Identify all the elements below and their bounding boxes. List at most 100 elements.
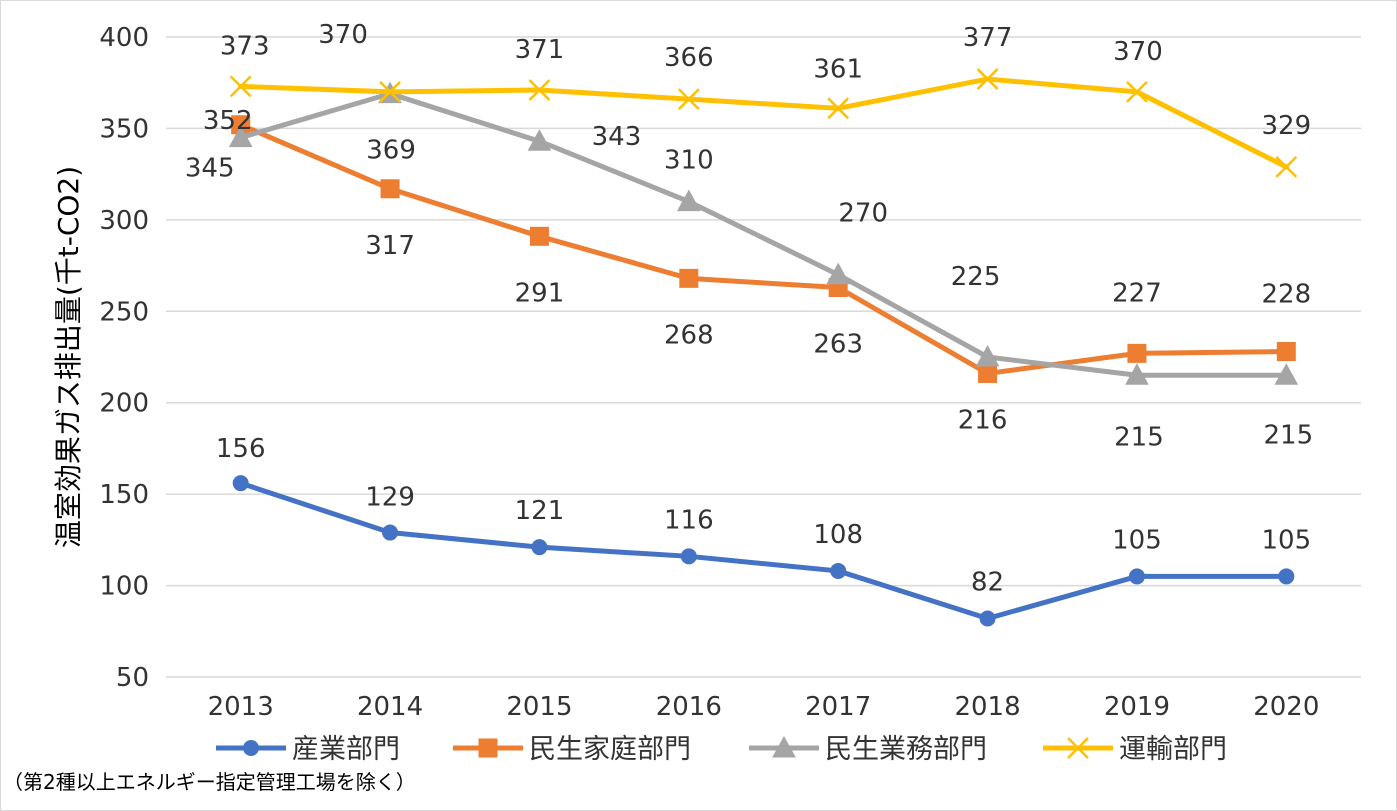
- y-tick-label: 350: [99, 114, 149, 144]
- y-tick-label: 300: [99, 206, 149, 236]
- series-line: [238, 122, 1289, 376]
- legend-marker: [243, 740, 259, 756]
- legend-item-3: 民生業務部門: [749, 734, 987, 765]
- data-point: [1127, 343, 1147, 363]
- x-tick-label: 2016: [656, 692, 722, 722]
- x-axis-ticks: 2013 2014 2015 2016 2017 2018 2019 2020: [208, 692, 1320, 722]
- x-tick-label: 2018: [954, 692, 1020, 722]
- data-label: 215: [1114, 422, 1164, 452]
- data-point: [229, 75, 252, 98]
- data-label: 105: [1112, 525, 1162, 555]
- data-label: 373: [220, 31, 270, 61]
- x-tick-label: 2013: [208, 692, 274, 722]
- legend-label: 産業部門: [292, 734, 400, 765]
- data-label: 227: [1112, 278, 1162, 308]
- data-label: 377: [963, 23, 1013, 53]
- data-label: 329: [1261, 111, 1311, 141]
- data-label: 310: [664, 146, 714, 176]
- series-4: [229, 68, 1298, 178]
- data-point: [529, 226, 549, 246]
- y-tick-label: 50: [116, 663, 149, 693]
- y-tick-label: 150: [99, 480, 149, 510]
- x-tick-label: 2019: [1104, 692, 1170, 722]
- gridlines: [166, 36, 1361, 678]
- data-label: 361: [813, 54, 863, 84]
- data-point: [527, 129, 552, 151]
- data-point: [826, 262, 851, 285]
- data-point: [676, 189, 701, 212]
- data-point: [975, 344, 1000, 367]
- data-point: [1275, 155, 1298, 178]
- series-line: [238, 480, 1289, 621]
- data-label: 116: [664, 505, 714, 535]
- data-point: [1126, 80, 1148, 103]
- x-tick-label: 2020: [1253, 692, 1319, 722]
- data-label: 370: [318, 20, 368, 50]
- data-label: 343: [592, 122, 642, 152]
- data-label: 370: [1113, 37, 1163, 67]
- data-label: 317: [365, 231, 415, 261]
- data-point: [228, 125, 253, 148]
- data-point: [680, 548, 697, 565]
- y-tick-label: 100: [99, 572, 149, 602]
- y-axis-ticks: 50 100 150 200 250 300 350 400: [99, 23, 149, 693]
- data-label: 129: [365, 483, 415, 513]
- data-label: 369: [366, 136, 416, 166]
- data-point: [1274, 363, 1299, 385]
- legend-label: 運輸部門: [1119, 734, 1227, 765]
- data-label: 105: [1261, 525, 1311, 555]
- data-point: [382, 524, 399, 541]
- x-tick-label: 2014: [357, 692, 423, 722]
- legend: 産業部門 民生家庭部門 民生業務部門 運輸部門: [216, 734, 1227, 765]
- data-label: 108: [813, 520, 863, 550]
- data-label: 371: [515, 35, 565, 65]
- data-label: 215: [1263, 420, 1313, 450]
- legend-marker: [772, 735, 796, 758]
- data-point: [531, 539, 548, 556]
- series-1: [232, 475, 1295, 627]
- data-label: 352: [203, 106, 253, 136]
- data-label: 82: [971, 567, 1004, 597]
- x-tick-label: 2015: [506, 692, 572, 722]
- series-line: [238, 91, 1289, 378]
- footnote: （第2種以上エネルギー指定管理工場を除く）: [3, 770, 416, 794]
- data-label: 225: [951, 262, 1001, 292]
- data-labels: 156 129 121 116 108 82 105 105 352 317 291 268 263 21…: [185, 20, 1313, 598]
- x-tick-label: 2017: [805, 692, 871, 722]
- data-point: [1128, 568, 1145, 585]
- y-tick-label: 400: [99, 23, 149, 53]
- legend-marker: [1067, 737, 1089, 759]
- data-label: 121: [515, 496, 565, 526]
- data-point: [232, 475, 249, 492]
- data-point: [978, 363, 998, 383]
- series-line: [238, 76, 1289, 170]
- data-label: 156: [216, 434, 266, 464]
- data-label: 291: [515, 278, 565, 308]
- data-point: [677, 88, 700, 111]
- data-point: [827, 97, 850, 120]
- data-point: [1278, 568, 1295, 585]
- data-label: 345: [185, 154, 235, 184]
- data-point: [979, 610, 996, 627]
- data-point: [380, 179, 400, 199]
- data-point: [976, 68, 999, 90]
- legend-label: 民生業務部門: [825, 734, 987, 765]
- series-lines: [228, 68, 1299, 627]
- data-label: 270: [838, 199, 888, 229]
- legend-item-2: 民生家庭部門: [453, 734, 691, 765]
- y-tick-label: 250: [99, 297, 149, 327]
- data-label: 228: [1261, 280, 1311, 310]
- legend-label: 民生家庭部門: [529, 734, 691, 765]
- y-axis-label: 温室効果ガス排出量(千t-CO2): [52, 166, 85, 548]
- y-tick-label: 200: [99, 389, 149, 419]
- data-point: [679, 268, 699, 288]
- data-label: 263: [813, 330, 863, 360]
- data-label: 366: [664, 43, 714, 73]
- legend-marker: [478, 738, 498, 758]
- data-point: [1276, 342, 1296, 362]
- data-label: 268: [664, 320, 714, 350]
- data-point: [830, 562, 847, 579]
- data-point: [379, 80, 401, 103]
